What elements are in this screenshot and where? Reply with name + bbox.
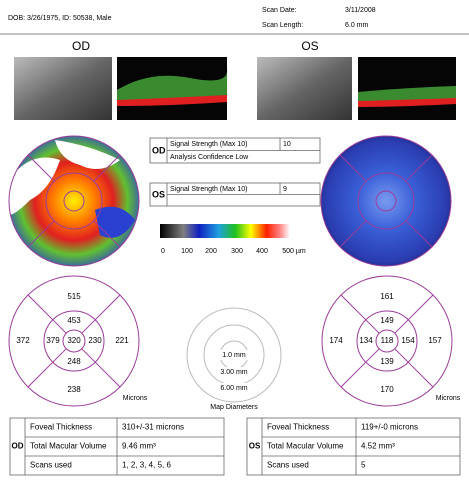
signal-box bbox=[149, 137, 321, 207]
eye-label: OD bbox=[72, 39, 90, 53]
scan-date: 3/11/2008 bbox=[345, 7, 376, 14]
signal-eye: OS bbox=[152, 189, 165, 199]
inner-value: 379 bbox=[46, 336, 60, 345]
map-blob bbox=[95, 206, 135, 238]
outer-value: 170 bbox=[380, 385, 394, 394]
outer-value: 174 bbox=[329, 336, 343, 345]
map-overlay bbox=[8, 135, 452, 267]
signal-eye: OD bbox=[152, 145, 166, 155]
scale-label: 0 bbox=[161, 248, 165, 255]
scan-length: 6.0 mm bbox=[345, 22, 369, 29]
cell: 4.52 mm³ bbox=[361, 442, 395, 451]
fundus-image bbox=[257, 57, 352, 120]
ring-label: 3.00 mm bbox=[220, 369, 247, 376]
grid-overlay bbox=[8, 275, 453, 407]
inner-value: 453 bbox=[67, 316, 81, 325]
oct-band bbox=[117, 95, 227, 106]
cell: Scans used bbox=[267, 461, 309, 470]
oct-band bbox=[358, 98, 456, 107]
cell: Foveal Thickness bbox=[267, 423, 329, 432]
table-eye: OD bbox=[12, 442, 24, 451]
map-diameters-label: Map Diameters bbox=[210, 404, 258, 411]
color-scale bbox=[160, 224, 290, 238]
scan-date-label: Scan Date: bbox=[262, 7, 297, 14]
outer-value: 515 bbox=[67, 292, 81, 301]
cell: Total Macular Volume bbox=[30, 442, 107, 451]
ring-label: 6.00 mm bbox=[220, 385, 247, 392]
cell: 119+/-0 microns bbox=[361, 423, 418, 432]
map-blob bbox=[9, 157, 60, 215]
table-eye: OS bbox=[249, 442, 261, 451]
inner-value: 139 bbox=[380, 357, 394, 366]
outer-value: 238 bbox=[67, 385, 81, 394]
cell: Total Macular Volume bbox=[267, 442, 344, 451]
cell: 1, 2, 3, 4, 5, 6 bbox=[122, 461, 171, 470]
scale-label: 500 µm bbox=[282, 248, 306, 255]
center-value: 118 bbox=[381, 336, 394, 345]
unit-label: Microns bbox=[123, 395, 148, 402]
table-border bbox=[246, 417, 461, 476]
inner-value: 230 bbox=[88, 336, 102, 345]
label-bg bbox=[214, 367, 254, 377]
scan-length-label: Scan Length: bbox=[262, 22, 303, 29]
cell: Foveal Thickness bbox=[30, 423, 92, 432]
scale-label: 200 bbox=[205, 248, 217, 255]
inner-value: 149 bbox=[380, 316, 394, 325]
scale-label: 300 bbox=[231, 248, 243, 255]
outer-value: 161 bbox=[380, 292, 394, 301]
label-bg bbox=[214, 383, 254, 393]
signal-label: Signal Strength (Max 10) bbox=[170, 141, 247, 148]
map-blob bbox=[55, 140, 120, 169]
unit-label: Microns bbox=[436, 395, 461, 402]
cell: Scans used bbox=[30, 461, 72, 470]
cell: 9.46 mm³ bbox=[122, 442, 156, 451]
signal-value: 10 bbox=[283, 141, 291, 148]
ring-label: 1.0 mm bbox=[222, 352, 246, 359]
inner-value: 134 bbox=[359, 336, 373, 345]
inner-value: 154 bbox=[401, 336, 415, 345]
fundus-image bbox=[14, 57, 112, 120]
outer-value: 372 bbox=[16, 336, 30, 345]
scale-label: 100 bbox=[181, 248, 193, 255]
cell: 5 bbox=[361, 461, 366, 470]
signal-note: Analysis Confidence Low bbox=[170, 154, 249, 161]
scale-label: 400 bbox=[256, 248, 268, 255]
patient: DOB: 3/26/1975, ID: 50538, Male bbox=[8, 15, 112, 22]
signal-label: Signal Strength (Max 10) bbox=[170, 186, 247, 193]
signal-value: 9 bbox=[283, 186, 287, 193]
oct-band bbox=[117, 68, 228, 105]
center-value: 320 bbox=[67, 336, 81, 345]
cell: 310+/-31 microns bbox=[122, 423, 184, 432]
label-bg bbox=[216, 350, 252, 360]
inner-value: 248 bbox=[67, 357, 81, 366]
outer-value: 157 bbox=[428, 336, 442, 345]
outer-value: 221 bbox=[115, 336, 129, 345]
eye-label: OS bbox=[301, 39, 318, 53]
